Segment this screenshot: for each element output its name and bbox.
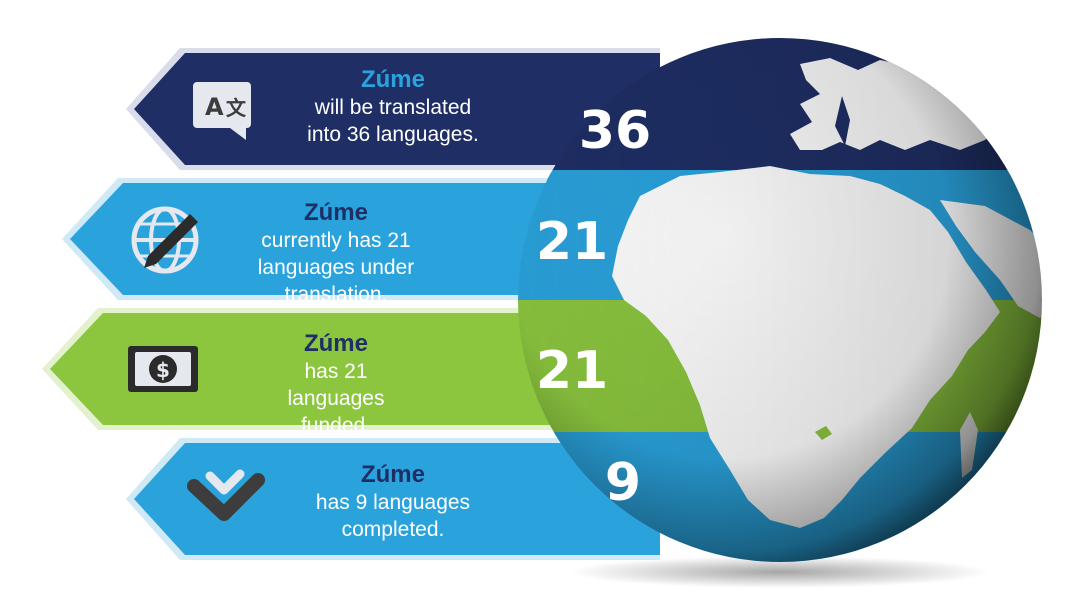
banner-2-description: currently has 21 languages under transla… [257,229,415,306]
banner-4-description: has 9 languages completed. [315,491,471,541]
svg-text:$: $ [156,358,170,382]
banner-4-number: 9 [604,453,642,513]
banner-4-brand: Zúme [360,461,425,488]
dollar-bill-icon: $ [128,346,198,392]
banner-3-text: Zúme has 21 languages funded. [171,330,501,439]
banner-4-shape [126,438,660,560]
globe-pen-icon [131,206,199,274]
banner-1-text: Zúme will be translated into 36 language… [228,66,558,148]
globe-floor-shadow [570,556,990,588]
banner-4-text: Zúme has 9 languages completed. [228,461,558,543]
banner-2-brand: Zúme [303,199,368,226]
banner-1-description: will be translated into 36 languages. [307,96,479,146]
banner-3-brand: Zúme [303,330,368,357]
svg-text:A: A [205,93,224,121]
banner-1-shape [126,48,660,170]
banner-1-brand: Zúme [360,66,425,93]
banner-1-number: 36 [578,101,652,161]
banner-2-number: 21 [535,212,609,272]
banner-2-shape [62,178,640,300]
banner-3-number: 21 [535,341,609,401]
translate-icon: A 文 [193,82,251,140]
svg-text:文: 文 [226,96,247,120]
checkmark-icon [187,469,265,521]
banner-3-description: has 21 languages funded. [287,360,385,437]
banner-3-shape [42,308,640,430]
banner-2-text: Zúme currently has 21 languages under tr… [171,199,501,308]
